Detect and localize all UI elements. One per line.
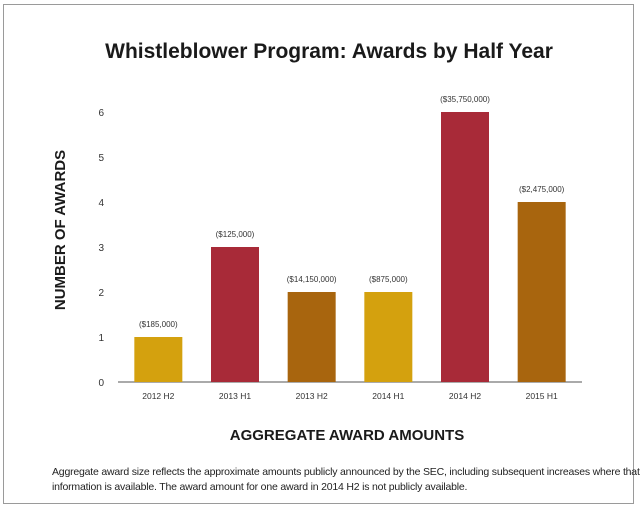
y-tick-label: 1: [98, 333, 104, 344]
x-tick-label: 2013 H2: [296, 391, 328, 401]
bar-data-label: ($2,475,000): [519, 185, 565, 194]
x-axis-title: AGGREGATE AWARD AMOUNTS: [230, 427, 464, 444]
y-tick-label: 5: [98, 153, 104, 164]
bar-data-label: ($185,000): [139, 320, 178, 329]
y-tick-label: 6: [98, 108, 104, 119]
y-axis-title: NUMBER OF AWARDS: [52, 150, 69, 310]
bars: [134, 112, 566, 382]
chart-title: Whistleblower Program: Awards by Half Ye…: [105, 40, 553, 63]
y-tick-label: 3: [98, 243, 104, 254]
bar-2014-h2: [441, 112, 489, 382]
bar-data-label: ($35,750,000): [440, 95, 490, 104]
x-tick-label: 2013 H1: [219, 391, 251, 401]
x-axis-ticks: 2012 H2 2013 H1 2013 H2 2014 H1 2014 H2 2015 …: [142, 391, 558, 401]
bar-2014-h1: [364, 292, 413, 382]
bar-2015-h1: [517, 202, 566, 382]
data-labels: ($185,000) ($125,000) ($14,150,000) ($875,0…: [139, 95, 565, 329]
y-axis-ticks: 0 1 2 3 4 5 6: [98, 108, 104, 389]
x-tick-label: 2015 H1: [526, 391, 558, 401]
y-tick-label: 0: [98, 378, 104, 389]
bar-data-label: ($14,150,000): [287, 275, 337, 284]
footnote: Aggregate award size reflects the approx…: [52, 466, 640, 493]
y-tick-label: 2: [98, 288, 104, 299]
x-tick-label: 2014 H2: [449, 391, 481, 401]
y-tick-label: 4: [98, 198, 104, 209]
bar-2013-h2: [287, 292, 336, 382]
bar-data-label: ($875,000): [369, 275, 408, 284]
bar-2012-h2: [134, 337, 183, 382]
bar-2013-h1: [211, 247, 259, 382]
bar-data-label: ($125,000): [216, 230, 255, 239]
x-tick-label: 2012 H2: [142, 391, 174, 401]
x-tick-label: 2014 H1: [372, 391, 404, 401]
